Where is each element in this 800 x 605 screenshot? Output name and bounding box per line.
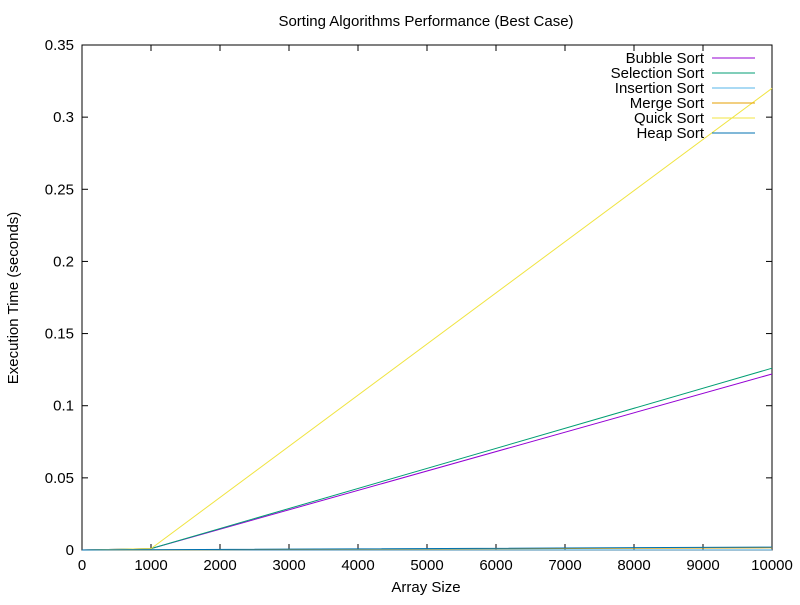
x-axis-label: Array Size	[391, 579, 460, 596]
y-tick-label: 0.25	[45, 181, 74, 198]
x-tick-label: 1000	[134, 557, 167, 574]
x-tick-label: 4000	[341, 557, 374, 574]
x-tick-label: 0	[78, 557, 86, 574]
x-tick-label: 5000	[410, 557, 443, 574]
y-tick-label: 0.35	[45, 37, 74, 54]
y-tick-label: 0.2	[53, 253, 74, 270]
y-tick-label: 0	[66, 542, 74, 559]
y-axis-label: Execution Time (seconds)	[5, 212, 22, 385]
series-line-quick-sort	[82, 88, 772, 550]
y-tick-label: 0.1	[53, 398, 74, 415]
x-tick-label: 2000	[203, 557, 236, 574]
x-tick-label: 3000	[272, 557, 305, 574]
x-tick-label: 8000	[617, 557, 650, 574]
y-tick-label: 0.15	[45, 326, 74, 343]
x-tick-label: 9000	[686, 557, 719, 574]
x-tick-label: 10000	[751, 557, 793, 574]
y-tick-label: 0.05	[45, 470, 74, 487]
y-tick-label: 0.3	[53, 109, 74, 126]
chart-title: Sorting Algorithms Performance (Best Cas…	[278, 13, 573, 30]
x-tick-label: 7000	[548, 557, 581, 574]
series-lines	[82, 88, 772, 550]
x-tick-label: 6000	[479, 557, 512, 574]
legend-label-heap-sort: Heap Sort	[636, 125, 704, 142]
